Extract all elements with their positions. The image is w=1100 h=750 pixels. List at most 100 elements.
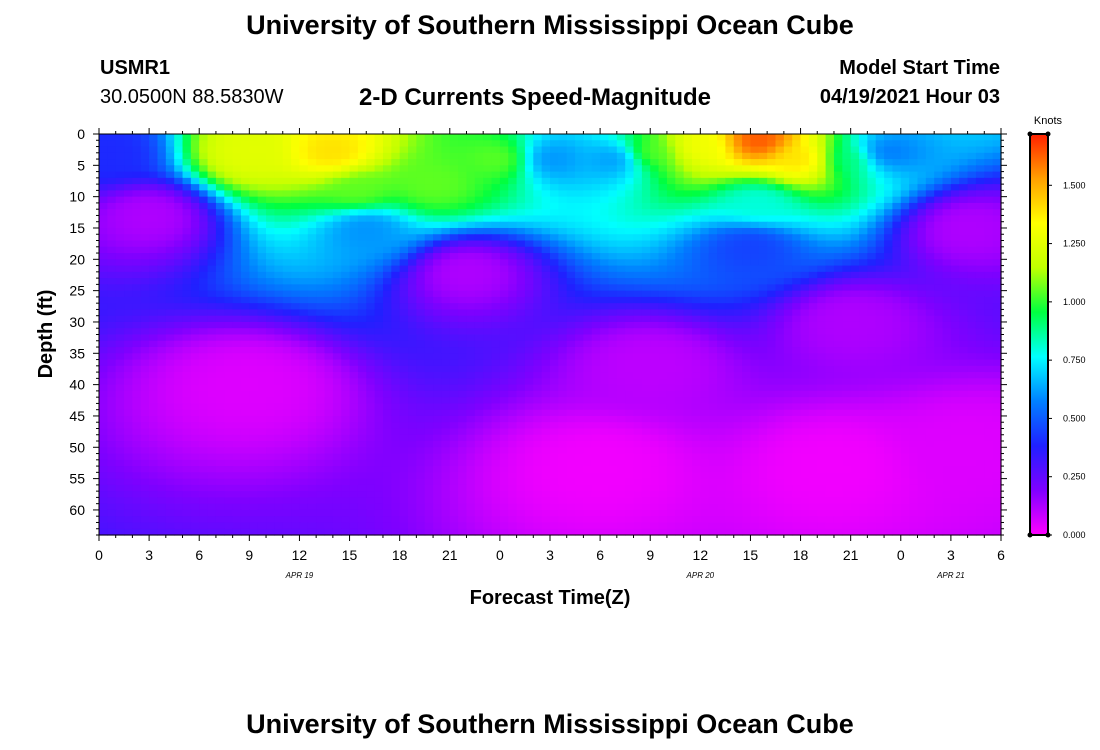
heatmap-cell [299, 215, 309, 223]
heatmap-cell [474, 202, 484, 210]
heatmap-cell [909, 202, 919, 210]
heatmap-cell [984, 184, 994, 191]
heatmap-cell [633, 146, 643, 154]
heatmap-cell [132, 221, 142, 229]
heatmap-cell [984, 171, 994, 179]
heatmap-cell [433, 347, 443, 354]
heatmap-cell [291, 215, 301, 223]
heatmap-cell [349, 284, 359, 292]
heatmap-cell [299, 190, 309, 198]
heatmap-cell [332, 309, 342, 317]
heatmap-cell [215, 171, 225, 179]
heatmap-cell [884, 259, 894, 267]
heatmap-cell [499, 278, 509, 285]
heatmap-cell [575, 334, 585, 342]
heatmap-cell [332, 303, 342, 311]
heatmap-cell [708, 365, 718, 373]
heatmap-cell [424, 271, 434, 279]
heatmap-cell [240, 190, 250, 198]
heatmap-cell [307, 253, 317, 260]
heatmap-cell [533, 315, 543, 323]
heatmap-cell [224, 190, 234, 198]
heatmap-cell [541, 328, 551, 336]
heatmap-cell [307, 397, 317, 405]
heatmap-cell [357, 384, 367, 392]
heatmap-cell [466, 171, 476, 179]
heatmap-cell [533, 334, 543, 342]
heatmap-cell [984, 334, 994, 342]
heatmap-cell [215, 397, 225, 405]
heatmap-cell [282, 390, 292, 398]
heatmap-cell [466, 403, 476, 411]
heatmap-cell [466, 315, 476, 323]
heatmap-cell [950, 384, 960, 392]
heatmap-cell [324, 334, 334, 342]
heatmap-cell [508, 321, 518, 329]
heatmap-cell [541, 359, 551, 367]
heatmap-cell [140, 390, 150, 398]
heatmap-cell [616, 290, 626, 298]
heatmap-cell [967, 278, 977, 285]
heatmap-cell [942, 134, 952, 141]
heatmap-cell [675, 240, 685, 248]
heatmap-cell [332, 278, 342, 285]
heatmap-cell [115, 353, 125, 361]
heatmap-cell [616, 334, 626, 342]
heatmap-cell [950, 271, 960, 279]
heatmap-cell [725, 177, 735, 185]
heatmap-cell [767, 353, 777, 361]
heatmap-cell [165, 290, 175, 298]
heatmap-cell [750, 140, 760, 148]
heatmap-cell [792, 171, 802, 179]
heatmap-cell [424, 134, 434, 141]
heatmap-cell [341, 415, 351, 423]
heatmap-cell [591, 190, 601, 198]
heatmap-cell [366, 309, 376, 317]
heatmap-cell [725, 146, 735, 154]
heatmap-cell [717, 359, 726, 367]
heatmap-cell [717, 259, 726, 267]
heatmap-cell [441, 390, 451, 398]
heatmap-cell [316, 209, 326, 217]
heatmap-cell [107, 378, 117, 386]
heatmap-cell [107, 152, 117, 160]
heatmap-cell [240, 134, 250, 141]
heatmap-cell [833, 321, 843, 329]
heatmap-cell [366, 253, 376, 260]
heatmap-cell [691, 152, 701, 160]
heatmap-cell [758, 353, 768, 361]
heatmap-cell [566, 347, 576, 354]
heatmap-cell [449, 190, 459, 198]
heatmap-cell [867, 240, 877, 248]
heatmap-cell [199, 347, 209, 354]
heatmap-cell [240, 409, 250, 417]
heatmap-cell [942, 184, 952, 191]
heatmap-cell [650, 403, 660, 411]
heatmap-cell [533, 140, 543, 148]
heatmap-cell [733, 415, 743, 423]
heatmap-cell [357, 265, 367, 273]
heatmap-cell [224, 184, 234, 191]
heatmap-cell [332, 171, 342, 179]
heatmap-cell [424, 196, 434, 204]
heatmap-cell [533, 347, 543, 354]
heatmap-cell [291, 146, 301, 154]
heatmap-cell [892, 196, 902, 204]
heatmap-cell [508, 259, 518, 267]
heatmap-cell [717, 202, 726, 210]
heatmap-cell [174, 422, 184, 430]
heatmap-cell [165, 240, 175, 248]
heatmap-cell [767, 271, 777, 279]
heatmap-cell [257, 365, 267, 373]
heatmap-cell [207, 315, 217, 323]
heatmap-cell [808, 140, 818, 148]
heatmap-cell [249, 227, 259, 235]
heatmap-cell [441, 334, 451, 342]
heatmap-cell [942, 328, 952, 336]
heatmap-cell [441, 315, 451, 323]
heatmap-cell [825, 209, 835, 217]
heatmap-cell [975, 140, 985, 148]
heatmap-cell [332, 259, 342, 267]
heatmap-cell [900, 221, 910, 229]
heatmap-cell [249, 209, 259, 217]
